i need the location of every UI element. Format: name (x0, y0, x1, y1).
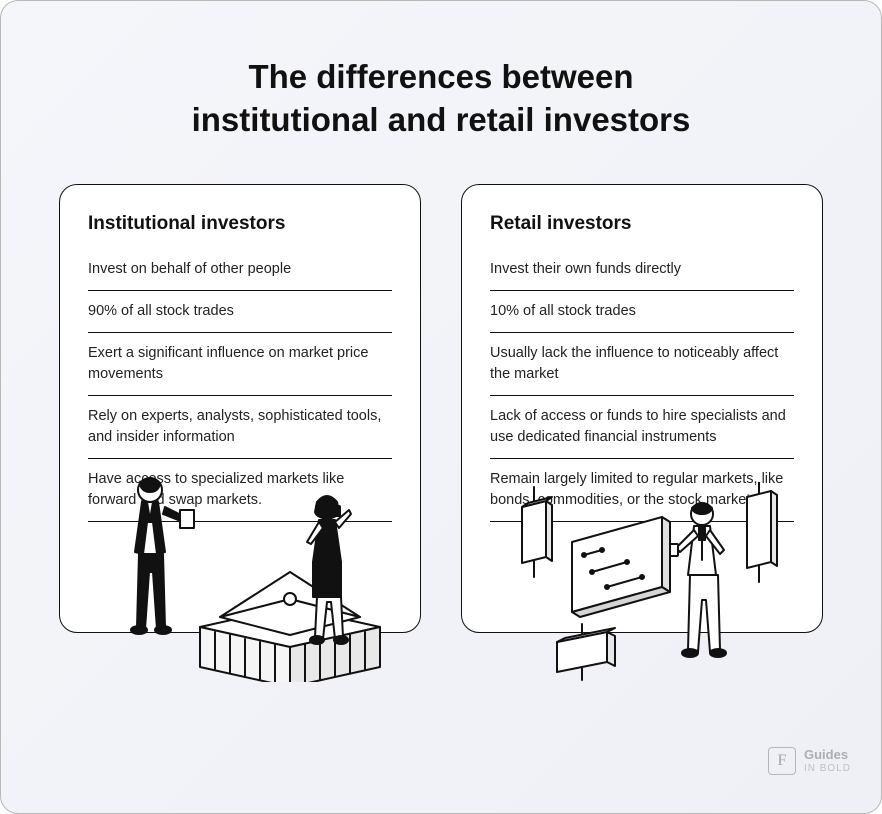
watermark-text: Guides IN BOLD (804, 748, 851, 773)
list-item: Exert a significant influence on market … (88, 333, 392, 396)
watermark: F Guides IN BOLD (768, 747, 851, 775)
list-item: Rely on experts, analysts, sophisticated… (88, 396, 392, 459)
title-line-1: The differences between (248, 58, 633, 95)
list-item: Usually lack the influence to noticeably… (490, 333, 794, 396)
retail-heading: Retail investors (490, 213, 794, 235)
list-item: 90% of all stock trades (88, 291, 392, 333)
list-item: Invest on behalf of other people (88, 249, 392, 291)
retail-illustration-icon (502, 482, 802, 682)
list-item: 10% of all stock trades (490, 291, 794, 333)
list-item: Invest their own funds directly (490, 249, 794, 291)
institutional-heading: Institutional investors (88, 213, 392, 235)
watermark-logo-icon: F (768, 747, 796, 775)
cards-row: Institutional investors Invest on behalf… (56, 184, 826, 633)
institutional-illustration-icon (90, 462, 410, 682)
institutional-card: Institutional investors Invest on behalf… (59, 184, 421, 633)
watermark-brand: Guides (804, 748, 851, 762)
page-title: The differences between institutional an… (56, 56, 826, 142)
retail-card: Retail investors Invest their own funds … (461, 184, 823, 633)
infographic-page: The differences between institutional an… (0, 0, 882, 814)
list-item: Lack of access or funds to hire speciali… (490, 396, 794, 459)
title-line-2: institutional and retail investors (192, 101, 691, 138)
watermark-sub: IN BOLD (804, 763, 851, 774)
